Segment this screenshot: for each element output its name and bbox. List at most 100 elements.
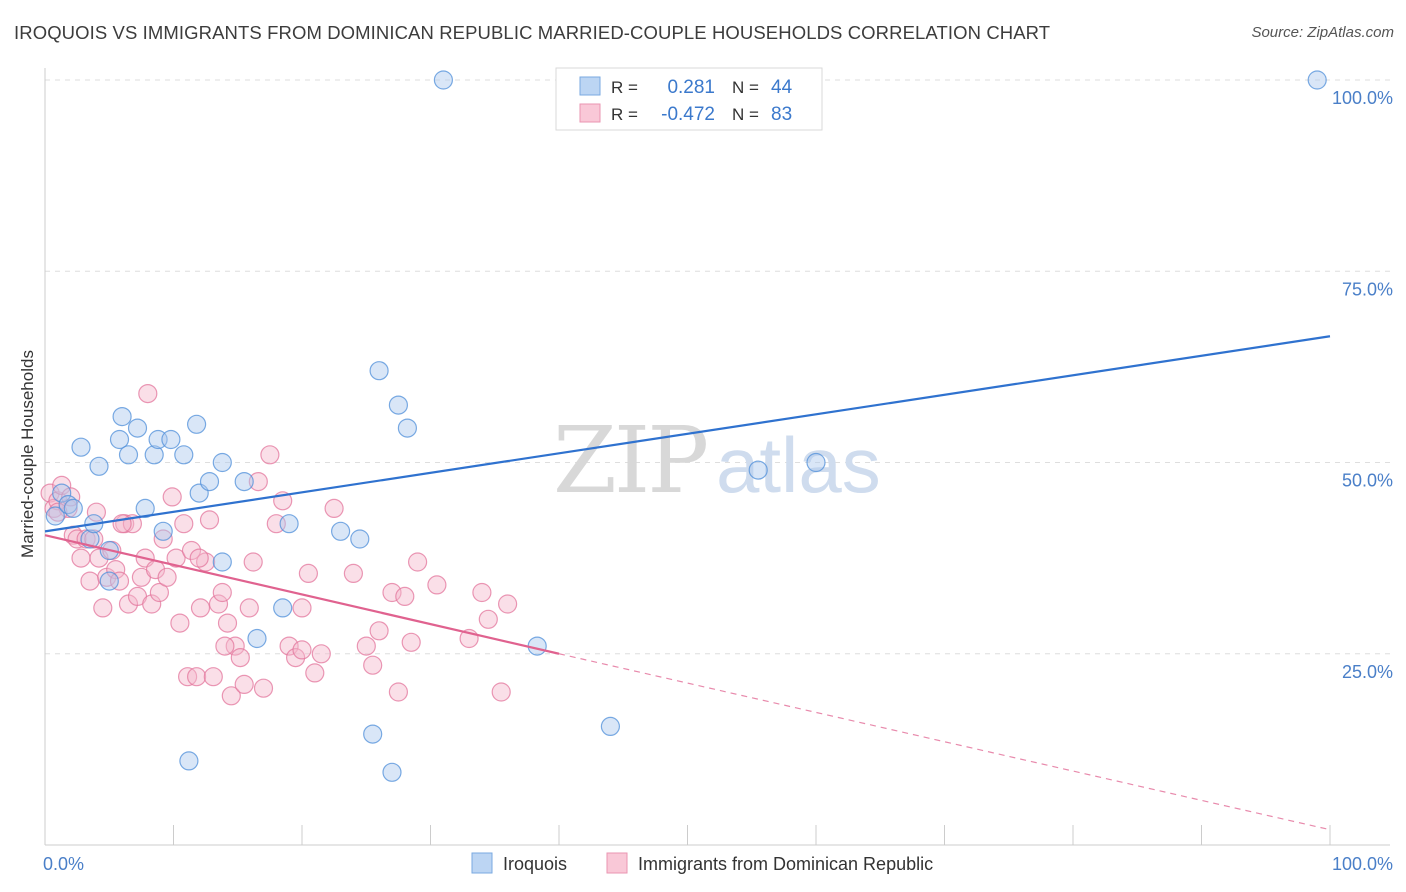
watermark-zip: ZIP [553, 407, 706, 514]
dominican-point-59 [311, 644, 331, 664]
dominican-point-51 [260, 445, 280, 465]
dominican-point-36 [190, 598, 211, 618]
iroquois-point-25 [212, 452, 232, 473]
dominican-point-16 [109, 571, 130, 591]
dominican-point-29 [162, 487, 182, 507]
y-tick-label-3: 25.0% [1342, 662, 1393, 682]
dominican-point-77 [112, 514, 132, 534]
dominican-point-70 [427, 575, 447, 595]
dominican-point-45 [230, 647, 250, 668]
dominican-point-67 [395, 586, 415, 607]
legend: Iroquois Immigrants from Dominican Repub… [471, 852, 933, 874]
dominican-point-41 [212, 582, 232, 603]
dominican-point-42 [217, 613, 238, 633]
iroquois-point-4 [71, 437, 91, 457]
stats-r-label-1: R = [611, 78, 638, 97]
iroquois-point-42 [1307, 70, 1327, 90]
dominican-point-47 [239, 598, 259, 618]
y-tick-label-0: 100.0% [1332, 88, 1393, 108]
iroquois-point-10 [109, 429, 130, 450]
dominican-point-72 [472, 582, 492, 603]
dominican-point-44 [225, 636, 245, 656]
stats-r-value-1: 0.281 [667, 77, 715, 98]
x-tick-label-0: 0.0% [43, 854, 84, 874]
dominican-point-39 [203, 667, 223, 687]
iroquois-point-17 [153, 521, 173, 541]
stats-n-value-1: 44 [771, 77, 793, 98]
dominican-point-56 [292, 598, 312, 618]
iroquois-point-26 [234, 472, 254, 492]
iroquois-point-40 [748, 460, 768, 480]
dominican-point-73 [478, 609, 498, 629]
dominican-point-74 [491, 682, 511, 702]
stats-n-value-2: 83 [771, 104, 792, 125]
x-tick-label-1: 100.0% [1332, 854, 1393, 874]
stats-swatch-pink [579, 103, 601, 123]
iroquois-point-30 [331, 521, 351, 541]
iroquois-point-41 [806, 452, 826, 473]
dominican-point-28 [157, 567, 177, 587]
dominican-point-0 [40, 483, 60, 503]
dominican-point-38 [199, 510, 220, 530]
iroquois-point-15 [144, 445, 164, 465]
iroquois-point-13 [127, 418, 148, 438]
iroquois-point-38 [527, 636, 547, 656]
dominican-point-12 [93, 598, 113, 618]
iroquois-point-33 [369, 361, 389, 381]
dominican-point-24 [142, 594, 162, 614]
stats-n-label-1: N = [732, 78, 759, 97]
dominican-point-80 [292, 640, 312, 660]
dominican-point-27 [153, 529, 173, 549]
dominican-point-40 [208, 594, 229, 614]
dominican-point-23 [138, 384, 158, 404]
iroquois-trend-line [44, 335, 1331, 533]
iroquois-point-18 [161, 429, 181, 450]
iroquois-point-34 [382, 762, 402, 782]
tick-labels: 100.0% 75.0% 50.0% 25.0% 0.0% 100.0% [43, 88, 1393, 874]
stats-n-label-2: N = [732, 105, 759, 124]
data-points [40, 70, 1327, 782]
dominican-point-7 [71, 548, 91, 568]
iroquois-point-7 [89, 456, 109, 476]
iroquois-point-11 [112, 407, 132, 427]
watermark: ZIP atlas [553, 407, 881, 514]
legend-label-iroquois: Iroquois [503, 854, 567, 874]
dominican-point-64 [369, 621, 389, 641]
iroquois-point-39 [600, 716, 621, 737]
dominican-point-15 [106, 559, 126, 580]
y-axis-label: Married-couple Households [18, 350, 37, 558]
dominican-trend-line [44, 534, 560, 655]
dominican-point-43 [221, 686, 241, 706]
iroquois-point-31 [350, 529, 370, 549]
legend-label-dominican: Immigrants from Dominican Republic [638, 854, 933, 874]
dominican-point-66 [388, 682, 408, 702]
chart-title: IROQUOIS VS IMMIGRANTS FROM DOMINICAN RE… [14, 22, 1051, 43]
iroquois-point-1 [52, 483, 72, 503]
dominican-point-76 [86, 502, 107, 522]
dominican-point-49 [248, 472, 268, 492]
iroquois-point-9 [99, 571, 119, 591]
dominican-point-75 [498, 594, 518, 614]
iroquois-point-28 [273, 598, 293, 618]
dominican-point-26 [149, 582, 169, 603]
iroquois-point-12 [118, 445, 139, 465]
dominican-trend-extension [558, 653, 1331, 831]
dominican-point-61 [343, 563, 363, 584]
dominican-point-46 [234, 674, 254, 695]
dominican-point-62 [356, 636, 376, 656]
iroquois-point-20 [179, 751, 199, 771]
iroquois-point-0 [45, 506, 65, 526]
iroquois-point-24 [212, 552, 232, 572]
dominican-point-68 [401, 632, 421, 652]
dominican-point-79 [215, 636, 235, 656]
iroquois-point-37 [433, 70, 453, 90]
y-tick-label-1: 75.0% [1342, 279, 1393, 299]
iroquois-point-36 [397, 418, 417, 438]
dominican-point-69 [408, 552, 428, 572]
trend-lines [44, 335, 1331, 831]
dominican-point-55 [286, 647, 306, 668]
stats-swatch-blue [579, 76, 601, 96]
dominican-point-63 [363, 655, 383, 675]
dominican-point-58 [305, 663, 325, 683]
